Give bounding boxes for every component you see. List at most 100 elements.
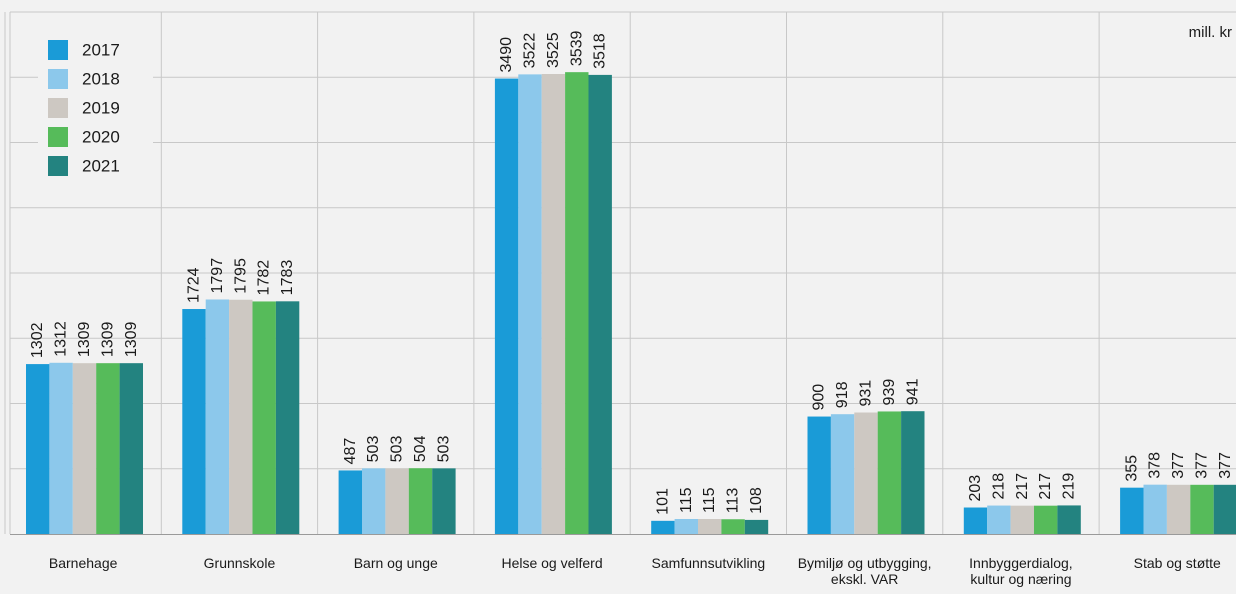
data-label: 1795	[232, 258, 249, 294]
data-label: 503	[365, 436, 382, 463]
data-label: 3539	[568, 30, 585, 66]
data-labels: 1302 1312 1309 1309 1309 1724 1797 1795 1782 1783…	[29, 30, 1234, 514]
bar	[408, 468, 433, 534]
legend-label: 2019	[82, 99, 120, 118]
legend-swatch	[48, 40, 68, 60]
data-label: 113	[725, 488, 742, 514]
x-tick-label: Innbyggerdialog,	[969, 555, 1073, 571]
data-label: 1782	[256, 260, 273, 296]
bar	[119, 363, 143, 534]
data-label: 3490	[498, 37, 515, 73]
legend: 2017 2018 2019 2020 2021	[38, 36, 153, 187]
data-label: 377	[1170, 452, 1187, 479]
data-label: 1797	[209, 258, 226, 294]
bar	[1143, 484, 1167, 534]
bar	[830, 414, 855, 534]
data-label: 1312	[53, 321, 70, 357]
data-label: 3522	[522, 33, 539, 69]
bar	[1190, 484, 1214, 534]
bar	[338, 470, 362, 534]
bar	[674, 518, 698, 534]
bar	[1166, 484, 1191, 534]
bar	[432, 468, 456, 534]
bar	[588, 74, 612, 534]
data-label: 900	[811, 384, 828, 411]
data-label: 941	[904, 378, 921, 405]
bar	[1213, 484, 1236, 534]
legend-label: 2021	[82, 157, 120, 176]
data-label: 503	[435, 436, 452, 463]
x-tick-label: Barnehage	[49, 555, 118, 571]
bar	[252, 301, 276, 534]
bar	[26, 364, 50, 534]
x-tick-label: kultur og næring	[970, 571, 1071, 587]
legend-swatch	[48, 127, 68, 147]
data-label: 1783	[279, 260, 296, 296]
bar	[1120, 487, 1144, 534]
bar	[1010, 505, 1034, 534]
bar	[275, 301, 300, 534]
legend-label: 2018	[82, 70, 120, 89]
x-axis: Barnehage Grunnskole Barn og unge Helse og …	[10, 534, 1236, 587]
data-label: 931	[858, 380, 875, 407]
bar	[877, 411, 902, 534]
data-label: 1309	[99, 321, 116, 357]
legend-swatch	[48, 98, 68, 118]
bar	[494, 78, 519, 535]
data-label: 377	[1217, 452, 1234, 479]
bar	[72, 363, 97, 534]
data-label: 219	[1061, 473, 1078, 500]
x-tick-label: Stab og støtte	[1134, 555, 1221, 571]
data-label: 487	[342, 438, 359, 465]
data-label: 203	[967, 475, 984, 502]
data-label: 101	[654, 488, 671, 515]
bar	[807, 416, 831, 534]
bar	[901, 411, 925, 534]
data-label: 108	[748, 487, 765, 514]
bar	[698, 518, 722, 534]
data-label: 115	[701, 487, 718, 513]
bar	[518, 74, 542, 534]
data-label: 504	[412, 435, 429, 462]
x-tick-label: Samfunnsutvikling	[652, 555, 766, 571]
legend-swatch	[48, 156, 68, 176]
bar	[651, 520, 675, 534]
data-label: 218	[990, 473, 1007, 500]
legend-label: 2020	[82, 128, 120, 147]
bar	[854, 412, 878, 534]
bar	[541, 73, 566, 535]
data-label: 3518	[592, 33, 609, 69]
x-tick-label: Grunnskole	[204, 555, 276, 571]
data-label: 1309	[123, 321, 140, 357]
data-label: 378	[1147, 452, 1164, 479]
bar	[744, 519, 769, 534]
data-label: 1724	[186, 267, 203, 303]
bar	[963, 507, 988, 534]
bar	[565, 72, 589, 535]
bar	[205, 299, 230, 534]
x-tick-label: ekskl. VAR	[831, 571, 898, 587]
x-tick-label: Helse og velferd	[501, 555, 602, 571]
data-label: 217	[1014, 473, 1031, 500]
x-tick-label: Bymiljø og utbygging,	[798, 555, 932, 571]
legend-swatch	[48, 69, 68, 89]
x-tick-label: Barn og unge	[354, 555, 438, 571]
data-label: 1302	[29, 322, 46, 358]
bar	[96, 363, 120, 534]
data-label: 3525	[545, 32, 562, 68]
bars	[26, 72, 1236, 535]
bar	[1034, 505, 1058, 534]
data-label: 918	[834, 381, 851, 408]
bar	[182, 309, 206, 534]
data-label: 115	[678, 487, 695, 513]
bar	[1057, 505, 1081, 534]
data-label: 1309	[76, 321, 93, 357]
data-label: 377	[1194, 452, 1211, 479]
legend-label: 2017	[82, 41, 120, 60]
bar	[362, 468, 386, 534]
bar	[229, 299, 253, 534]
bar	[49, 362, 73, 534]
unit-label: mill. kr	[1189, 24, 1232, 41]
